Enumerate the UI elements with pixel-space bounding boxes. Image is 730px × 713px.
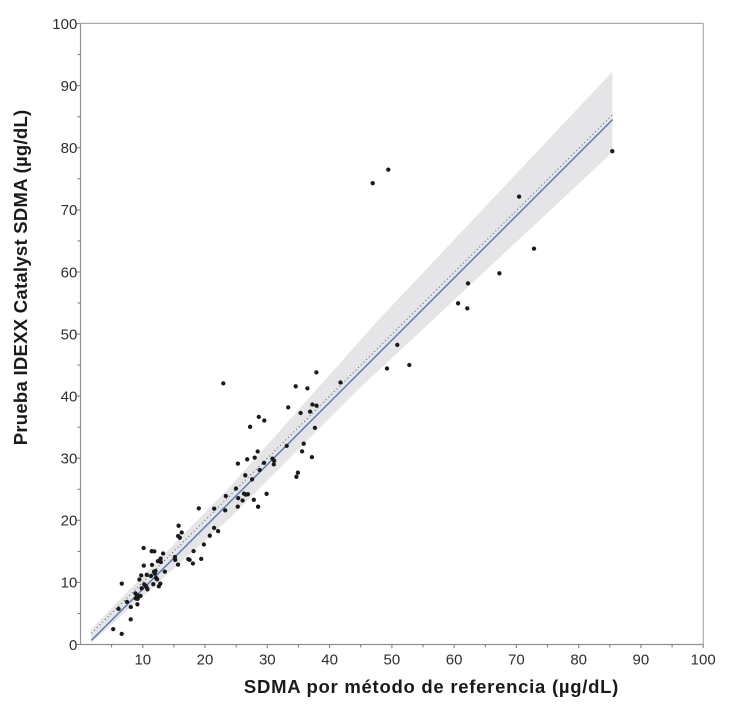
svg-text:10: 10 [134, 651, 151, 668]
svg-text:Prueba IDEXX Catalyst SDMA (µg: Prueba IDEXX Catalyst SDMA (µg/dL) [10, 110, 31, 446]
svg-text:50: 50 [61, 326, 78, 343]
svg-text:90: 90 [633, 651, 650, 668]
svg-text:70: 70 [508, 651, 525, 668]
svg-text:80: 80 [570, 651, 587, 668]
svg-text:40: 40 [61, 388, 78, 405]
svg-text:100: 100 [52, 16, 77, 33]
svg-text:20: 20 [61, 513, 78, 530]
svg-text:60: 60 [446, 651, 463, 668]
svg-text:30: 30 [259, 651, 276, 668]
svg-text:50: 50 [384, 651, 401, 668]
svg-text:10: 10 [61, 575, 78, 592]
svg-text:70: 70 [61, 202, 78, 219]
svg-text:20: 20 [197, 651, 214, 668]
svg-text:SDMA por método de referencia: SDMA por método de referencia (µg/dL) [244, 676, 619, 697]
svg-text:80: 80 [61, 140, 78, 157]
svg-text:30: 30 [61, 451, 78, 468]
svg-text:90: 90 [61, 78, 78, 95]
svg-text:0: 0 [69, 637, 77, 654]
svg-text:100: 100 [691, 651, 716, 668]
svg-text:60: 60 [61, 264, 78, 281]
svg-text:40: 40 [321, 651, 338, 668]
